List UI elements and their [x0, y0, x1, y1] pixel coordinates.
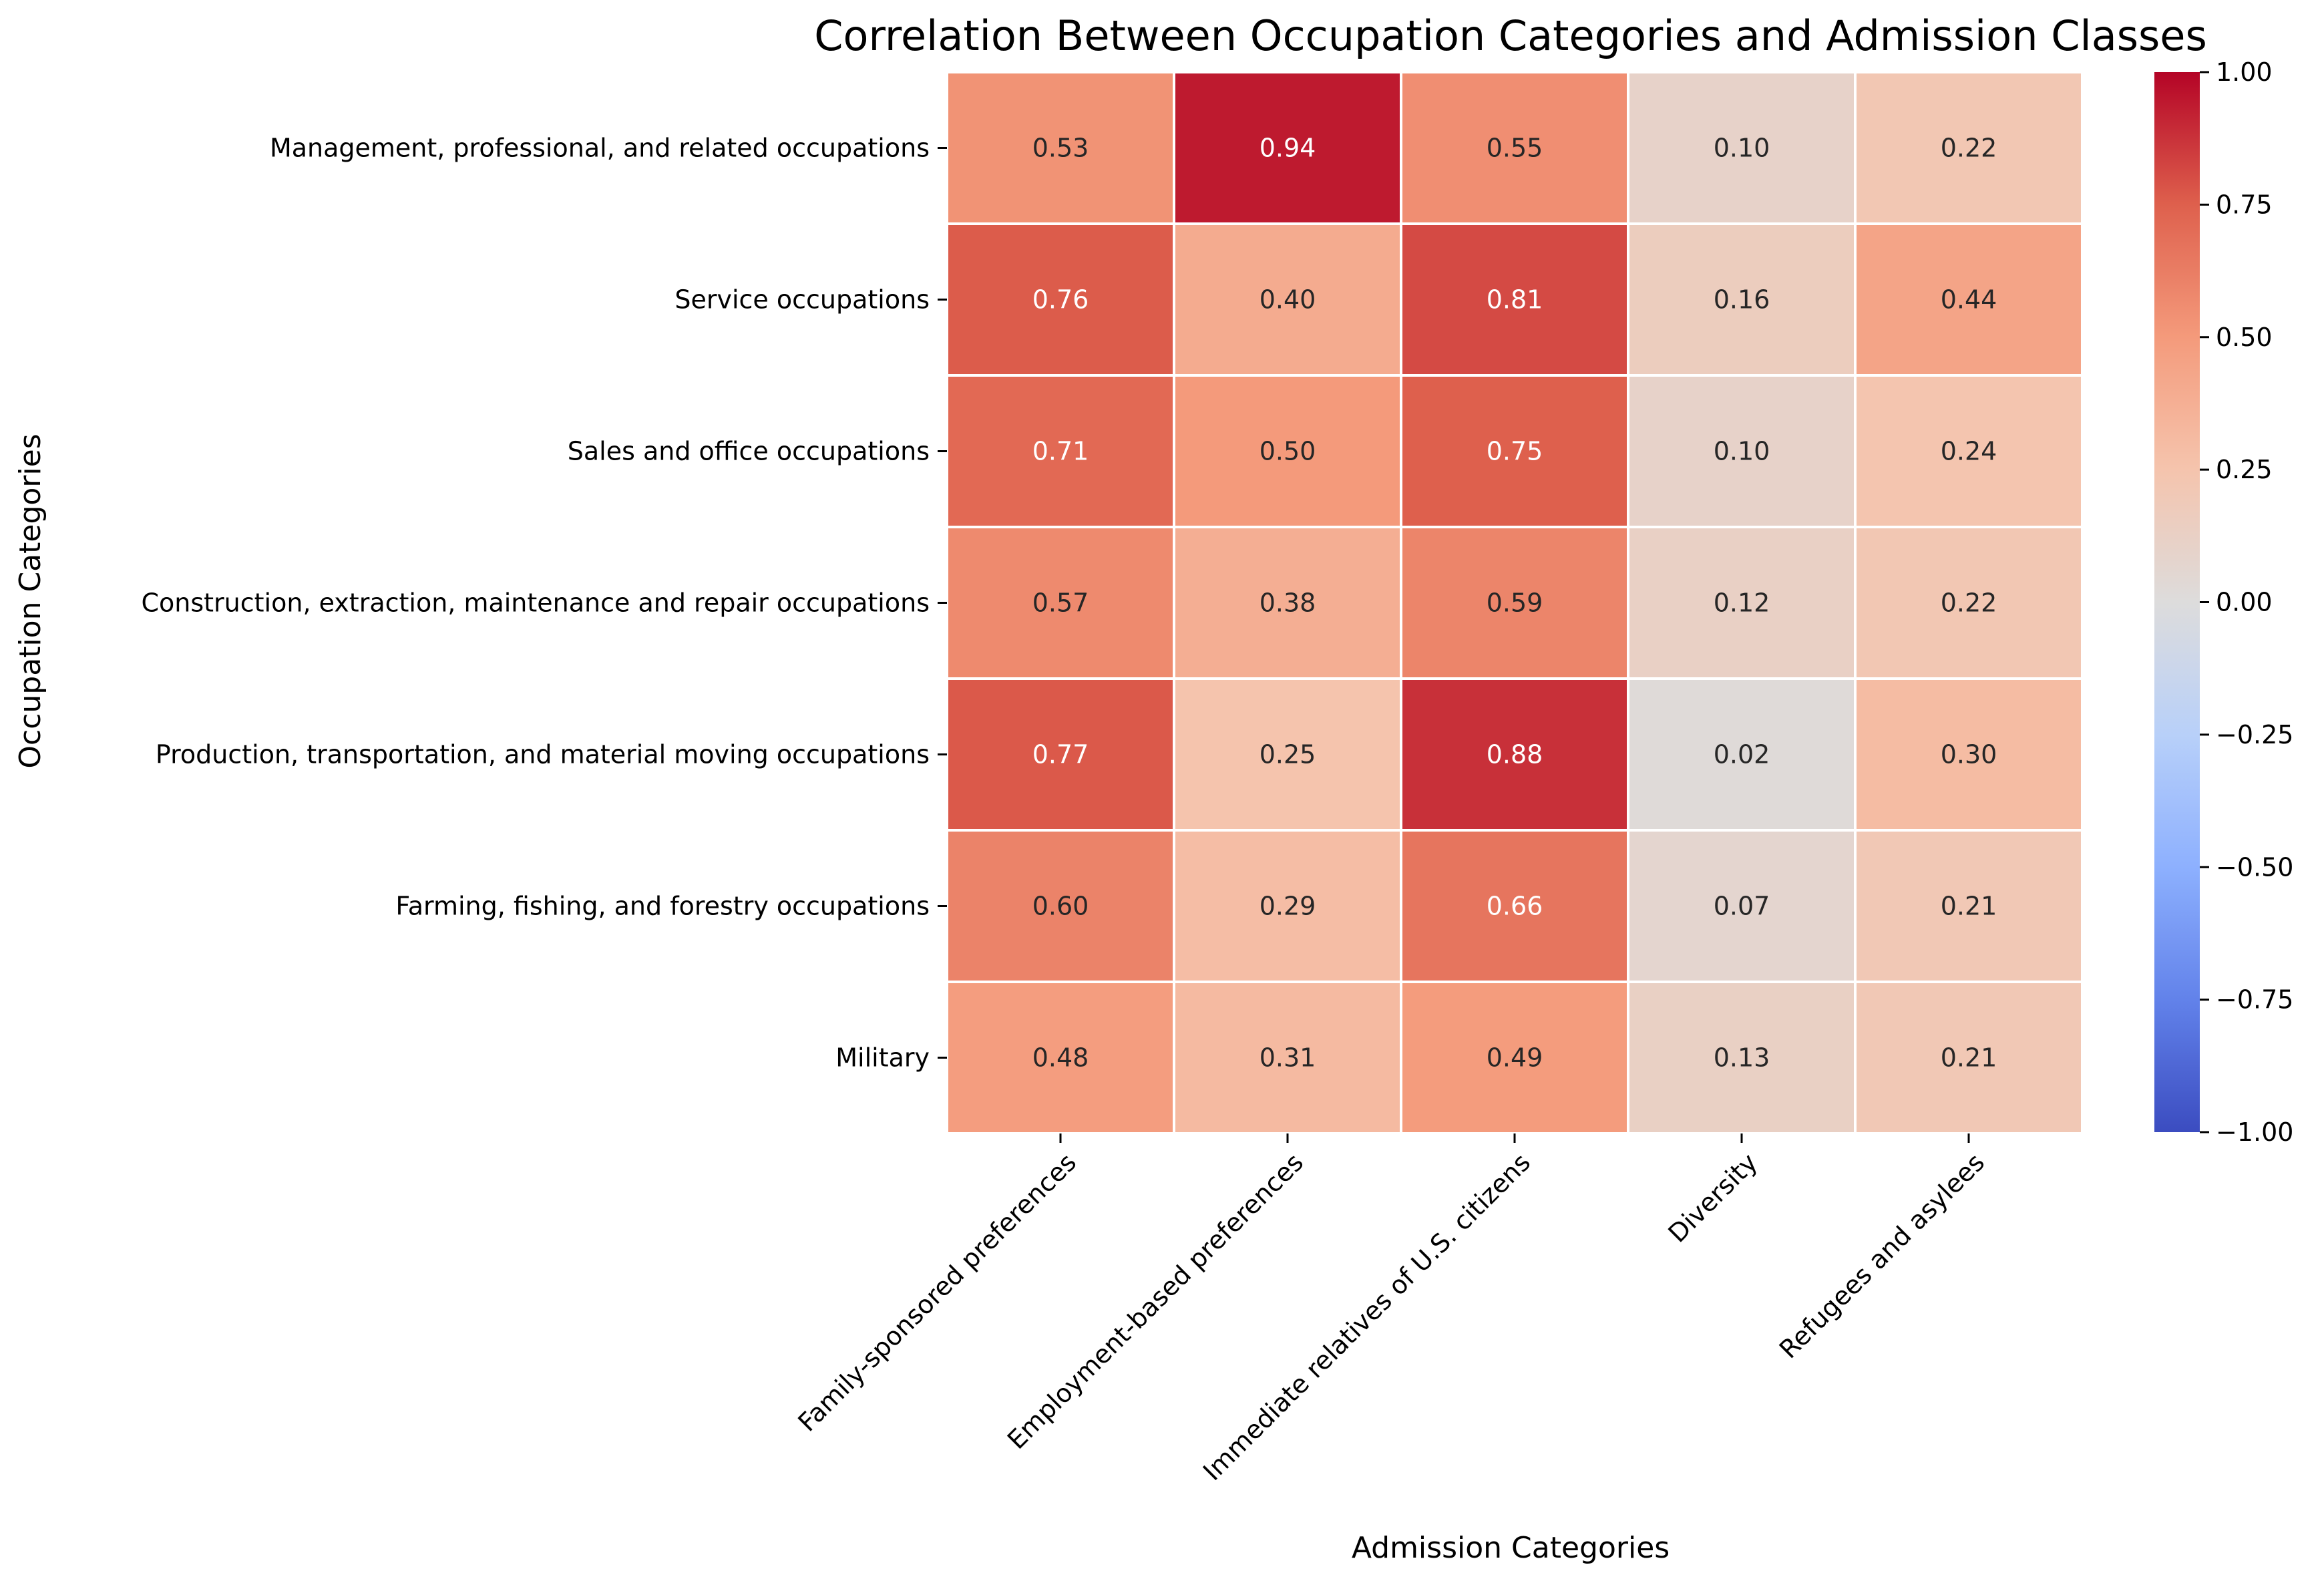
- cell-value-label: 0.71: [1032, 437, 1089, 466]
- heatmap-cell: [1173, 677, 1402, 832]
- cell-value-label: 0.76: [1032, 285, 1089, 315]
- colorbar-tick-label: −0.75: [2216, 985, 2293, 1015]
- cell-value-label: 0.10: [1714, 437, 1770, 466]
- cell-value-label: 0.66: [1487, 892, 1543, 921]
- heatmap-cell: [1400, 71, 1629, 225]
- cell-value-label: 0.75: [1487, 437, 1543, 466]
- cell-value-label: 0.60: [1032, 892, 1089, 921]
- heatmap-cell: [1400, 222, 1629, 377]
- cell-value-label: 0.55: [1487, 134, 1543, 163]
- heatmap-cell: [1627, 526, 1857, 680]
- cell-value-label: 0.25: [1260, 740, 1316, 769]
- colorbar-tick-label: −0.50: [2216, 852, 2293, 882]
- heatmap-cell: [1627, 71, 1857, 225]
- heatmap-cell: [1854, 374, 2084, 528]
- x-axis-label: Admission Categories: [1352, 1531, 1670, 1565]
- colorbar-tick-label: −0.25: [2216, 720, 2293, 749]
- heatmap-cell: [946, 677, 1175, 832]
- y-axis-label: Occupation Categories: [13, 433, 47, 768]
- cell-value-label: 0.40: [1260, 285, 1316, 315]
- heatmap-cell: [946, 222, 1175, 377]
- row-tick-label: Sales and office occupations: [568, 437, 930, 466]
- column-tick-labels: Family-sponsored preferencesEmployment-b…: [792, 1133, 1990, 1486]
- row-tick-label: Construction, extraction, maintenance an…: [141, 588, 930, 618]
- cell-value-label: 0.07: [1714, 892, 1770, 921]
- heatmap-cell: [1854, 526, 2084, 680]
- heatmap-cell: [1400, 829, 1629, 983]
- cell-value-label: 0.53: [1032, 134, 1089, 163]
- cell-value-label: 0.13: [1714, 1043, 1770, 1073]
- chart-title: Correlation Between Occupation Categorie…: [814, 11, 2207, 60]
- cell-value-label: 0.02: [1714, 740, 1770, 769]
- heatmap-cell: [1854, 829, 2084, 983]
- cell-value-label: 0.57: [1032, 588, 1089, 618]
- cell-value-label: 0.12: [1714, 588, 1770, 618]
- colorbar: 1.00 0.75 0.50 0.25 0.00 −0.25 −0.50 −0.75 −1.00: [2154, 57, 2293, 1147]
- heatmap-cell: [1400, 677, 1629, 832]
- row-tick-labels: Management, professional, and related oc…: [141, 134, 947, 1073]
- row-tick-label: Military: [835, 1043, 930, 1073]
- cell-value-label: 0.49: [1487, 1043, 1543, 1073]
- row-tick-label: Service occupations: [674, 285, 930, 315]
- row-tick-label: Farming, fishing, and forestry occupatio…: [395, 892, 930, 921]
- heatmap-cell: [1854, 222, 2084, 377]
- heatmap-cell: [1173, 71, 1402, 225]
- cell-value-label: 0.29: [1260, 892, 1316, 921]
- heatmap-cell: [946, 981, 1175, 1135]
- colorbar-tick-label: 0.75: [2216, 190, 2273, 219]
- cell-value-label: 0.88: [1487, 740, 1543, 769]
- cell-value-label: 0.16: [1714, 285, 1770, 315]
- heatmap-cell: [946, 71, 1175, 225]
- cell-value-label: 0.77: [1032, 740, 1089, 769]
- heatmap-cell: [1854, 677, 2084, 832]
- colorbar-gradient: [2154, 72, 2200, 1132]
- heatmap-cell: [1173, 526, 1402, 680]
- cell-value-label: 0.24: [1941, 437, 1997, 466]
- colorbar-tick-label: 0.00: [2216, 588, 2273, 617]
- heatmap-cell: [1173, 829, 1402, 983]
- cell-value-label: 0.30: [1941, 740, 1997, 769]
- cell-value-label: 0.50: [1260, 437, 1316, 466]
- colorbar-tick-label: 0.25: [2216, 455, 2273, 484]
- column-tick-label: Family-sponsored preferences: [792, 1148, 1082, 1437]
- cell-value-label: 0.48: [1032, 1043, 1089, 1073]
- cell-value-label: 0.38: [1260, 588, 1316, 618]
- colorbar-tick-label: 0.50: [2216, 323, 2273, 352]
- heatmap-cell: [1627, 374, 1857, 528]
- cell-value-label: 0.59: [1487, 588, 1543, 618]
- row-tick-label: Production, transportation, and material…: [156, 740, 930, 769]
- cell-value-label: 0.21: [1941, 1043, 1997, 1073]
- cell-value-label: 0.31: [1260, 1043, 1316, 1073]
- cell-value-label: 0.22: [1941, 134, 1997, 163]
- column-tick-label: Diversity: [1663, 1148, 1764, 1248]
- cell-value-label: 0.44: [1941, 285, 1997, 315]
- cell-value-label: 0.10: [1714, 134, 1770, 163]
- colorbar-tick-label: 1.00: [2216, 57, 2273, 87]
- cell-value-label: 0.94: [1260, 134, 1316, 163]
- row-tick-label: Management, professional, and related oc…: [270, 134, 930, 163]
- colorbar-tick-label: −1.00: [2216, 1117, 2293, 1147]
- cell-value-label: 0.81: [1487, 285, 1543, 315]
- column-tick-label: Refugees and asylees: [1774, 1148, 1990, 1364]
- heatmap-cell: [1173, 374, 1402, 528]
- heatmap-cell: [1400, 526, 1629, 680]
- heatmap-cells: [946, 71, 2084, 1135]
- heatmap-cell-labels: 0.53 0.94 0.55 0.10 0.22 0.76 0.40 0.81 0.16 0.44…: [1032, 134, 1997, 1073]
- heatmap-cell: [1627, 829, 1857, 983]
- cell-value-label: 0.21: [1941, 892, 1997, 921]
- colorbar-ticks: 1.00 0.75 0.50 0.25 0.00 −0.25 −0.50 −0.75 −1.00: [2200, 57, 2293, 1147]
- cell-value-label: 0.22: [1941, 588, 1997, 618]
